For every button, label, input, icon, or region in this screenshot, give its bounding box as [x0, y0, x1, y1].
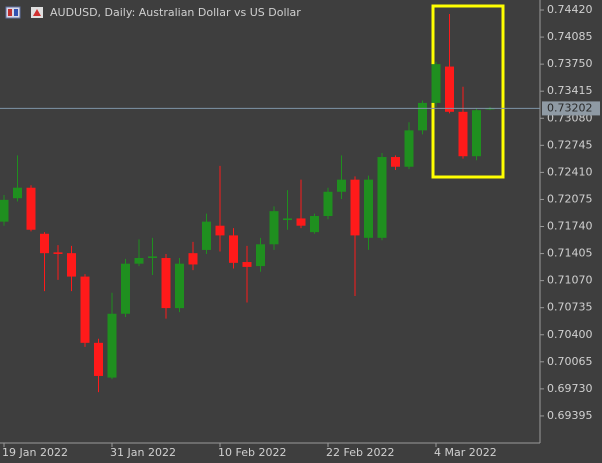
- candle-body: [323, 191, 333, 217]
- candle-body: [215, 225, 225, 236]
- y-tick-label: 0.70400: [547, 328, 593, 341]
- candle-body: [445, 66, 454, 112]
- candle-body: [337, 179, 346, 192]
- candle-body: [296, 218, 306, 226]
- candle-body: [161, 258, 171, 309]
- candle-body: [242, 262, 252, 267]
- candle-body: [40, 233, 49, 254]
- candle-body: [94, 342, 103, 376]
- y-tick-label: 0.70065: [547, 355, 593, 368]
- chart-title: AUDUSD, Daily: Australian Dollar vs US D…: [50, 6, 301, 19]
- candle-body: [350, 179, 360, 236]
- candle-body: [0, 199, 9, 222]
- y-tick-label: 0.71070: [547, 274, 593, 287]
- y-tick-label: 0.74420: [547, 3, 593, 16]
- y-tick-label: 0.69730: [547, 382, 593, 395]
- x-tick-label: 10 Feb 2022: [218, 446, 286, 459]
- candle-body: [107, 313, 117, 378]
- candle-body: [418, 102, 427, 131]
- candle-body: [377, 157, 387, 238]
- candle-body: [13, 187, 22, 199]
- candle-body: [188, 253, 198, 265]
- y-tick-label: 0.71405: [547, 247, 593, 260]
- candle-body: [80, 276, 90, 343]
- candle-body: [269, 211, 279, 245]
- candle-body: [256, 244, 265, 267]
- candle-body: [458, 111, 468, 157]
- y-tick-label: 0.73415: [547, 84, 593, 97]
- last-price-label: 0.73202: [547, 101, 593, 114]
- candle-body: [134, 258, 144, 264]
- x-tick-label: 31 Jan 2022: [110, 446, 176, 459]
- candle-body: [53, 252, 63, 254]
- y-tick-label: 0.71740: [547, 220, 593, 233]
- candle-body: [121, 263, 130, 314]
- y-tick-label: 0.73750: [547, 57, 593, 70]
- candle-body: [431, 64, 441, 103]
- candle-body: [202, 221, 211, 250]
- candle-body: [26, 187, 36, 230]
- y-tick-label: 0.72410: [547, 165, 593, 178]
- y-tick-label: 0.70735: [547, 301, 593, 314]
- y-tick-label: 0.72745: [547, 138, 593, 151]
- x-tick-label: 4 Mar 2022: [434, 446, 497, 459]
- x-tick-label: 22 Feb 2022: [326, 446, 394, 459]
- y-tick-label: 0.72075: [547, 192, 593, 205]
- candle-body: [404, 130, 414, 167]
- y-tick-label: 0.69395: [547, 409, 593, 422]
- candle-body: [391, 157, 400, 167]
- candle-body: [364, 179, 373, 238]
- candle-body: [148, 256, 157, 259]
- candle-body: [229, 235, 238, 263]
- last-price-tag: [542, 101, 600, 116]
- y-tick-label: 0.74085: [547, 30, 593, 43]
- candle-body: [472, 110, 481, 157]
- x-tick-label: 19 Jan 2022: [2, 446, 68, 459]
- candle-body: [67, 253, 76, 277]
- candle-body: [310, 216, 319, 233]
- candle-body: [283, 218, 292, 221]
- symbol-icon: [5, 6, 43, 19]
- candle-body: [175, 263, 184, 309]
